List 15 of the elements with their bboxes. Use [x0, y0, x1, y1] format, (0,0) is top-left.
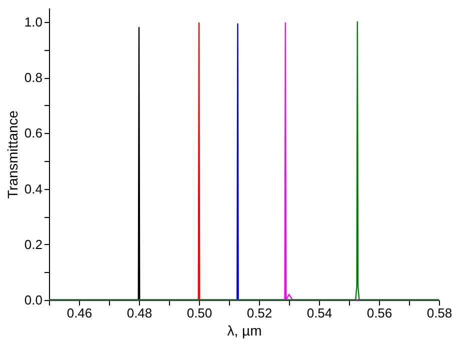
x-tick-label: 0.50: [186, 306, 212, 320]
y-axis-title: Transmittance: [4, 110, 20, 199]
x-axis-title: λ, µm: [227, 322, 262, 338]
x-tick-label: 0.56: [366, 306, 392, 320]
y-tick-label: 0.8: [24, 70, 42, 86]
y-tick-label: 0.2: [24, 236, 42, 252]
y-tick-label: 0.6: [24, 126, 42, 141]
x-tick-label: 0.46: [66, 306, 92, 320]
y-tick-label: 0.0: [24, 292, 42, 308]
x-tick-label: 0.54: [306, 306, 332, 320]
x-tick-label: 0.48: [126, 306, 152, 320]
y-tick-label: 0.4: [24, 181, 42, 196]
x-tick-label: 0.52: [246, 306, 272, 320]
y-tick-label: 1.0: [24, 14, 42, 30]
x-tick-label: 0.58: [426, 306, 452, 320]
